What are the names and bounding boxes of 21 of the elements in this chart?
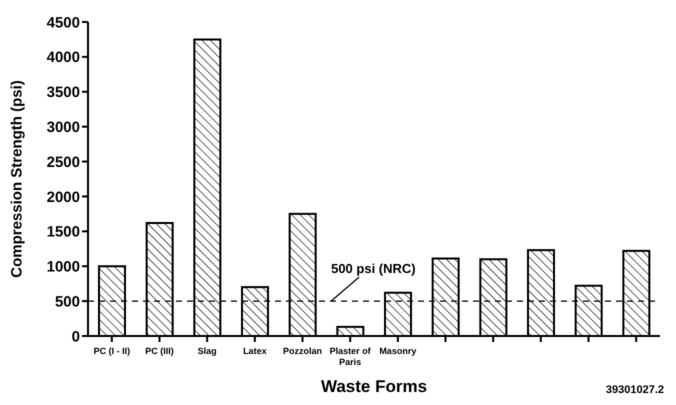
text: 39301027.2 xyxy=(606,384,664,396)
x-tick-label: Slag xyxy=(198,346,217,356)
x-tick-label: Masonry xyxy=(379,346,416,356)
x-tick-label: PC (I - II) xyxy=(94,346,130,356)
x-tick-label: PC (III) xyxy=(145,346,174,356)
x-axis-title: Waste Forms xyxy=(320,377,428,396)
y-tick-label: 3000 xyxy=(46,118,80,136)
y-axis-title: Compression Strength (psi) xyxy=(8,80,26,278)
x-tick-label: Pozzolan xyxy=(282,346,322,356)
x-tick-label: Plaster of Paris xyxy=(330,346,372,367)
y-tick-label: 0 xyxy=(72,328,80,346)
ref-line-label: 500 psi (NRC) xyxy=(331,261,416,276)
y-tick-label: 1500 xyxy=(46,224,80,241)
y-tick-label: 3500 xyxy=(46,84,80,102)
y-tick-label: 2000 xyxy=(46,188,80,206)
y-tick-label: 2500 xyxy=(46,154,80,171)
y-tick-label: 4000 xyxy=(46,49,80,66)
x-tick-label: Latex xyxy=(243,346,267,356)
y-tick-label: 1000 xyxy=(46,258,80,276)
y-tick-label: 4500 xyxy=(46,14,80,32)
y-tick-label: 500 xyxy=(54,293,80,310)
